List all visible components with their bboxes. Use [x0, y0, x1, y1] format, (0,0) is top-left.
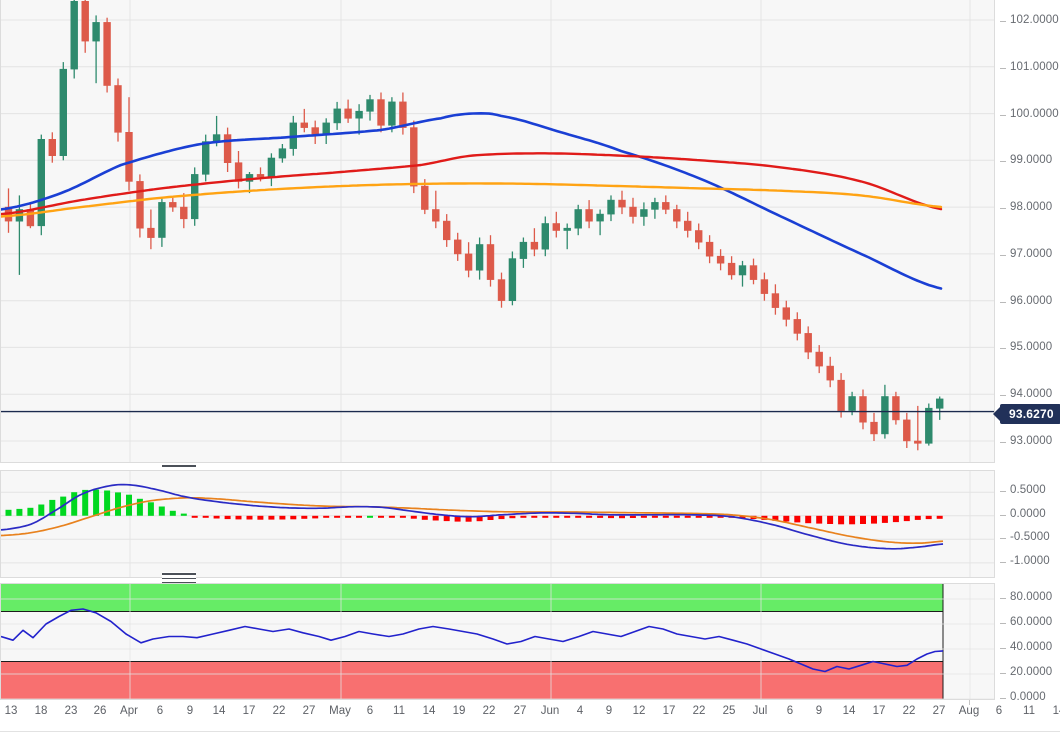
x-tick-label: May: [329, 705, 351, 717]
y-tick-label: -0.5000: [1010, 531, 1050, 544]
x-tick-label: 18: [34, 705, 48, 717]
y-tick-label: 98.0000: [1010, 201, 1053, 214]
x-tick-label: 22: [482, 705, 496, 717]
y-tick-label: 0.0000: [1010, 507, 1046, 520]
y-tick-mark: [1000, 561, 1006, 563]
macd-panel[interactable]: [0, 470, 995, 578]
rsi-plot: [1, 584, 994, 699]
x-tick-label: Apr: [120, 705, 138, 717]
y-tick-label: 93.0000: [1010, 434, 1053, 447]
y-tick-mark: [1000, 514, 1006, 516]
x-tick-label: 13: [4, 705, 18, 717]
rsi-panel[interactable]: [0, 583, 995, 700]
macd-axis-gutter: [995, 470, 1060, 578]
y-tick-mark: [1000, 538, 1006, 540]
x-tick-label: Aug: [958, 705, 980, 717]
x-tick-label: 27: [513, 705, 527, 717]
x-tick-label: 19: [452, 705, 466, 717]
x-tick-label: 17: [872, 705, 886, 717]
price-axis-gutter: [995, 0, 1060, 462]
x-tick-label: 9: [815, 705, 823, 717]
y-tick-label: 80.0000: [1010, 591, 1053, 603]
y-tick-label: 0.0000: [1010, 691, 1046, 703]
y-tick-mark: [1000, 623, 1006, 624]
x-tick-label: 22: [902, 705, 916, 717]
y-tick-mark: [1000, 395, 1006, 397]
x-tick-label: 23: [64, 705, 78, 717]
x-tick-label: 17: [242, 705, 256, 717]
x-tick-label: 4: [576, 705, 584, 717]
x-tick-label: 14: [422, 705, 436, 717]
y-tick-mark: [1000, 598, 1006, 599]
y-tick-mark: [1000, 348, 1006, 350]
x-tick-label: 22: [692, 705, 706, 717]
y-tick-label: 60.0000: [1010, 616, 1053, 628]
y-tick-label: 99.0000: [1010, 154, 1053, 167]
y-tick-label: 100.0000: [1010, 107, 1059, 120]
y-tick-mark: [1000, 114, 1006, 116]
x-tick-label: 27: [302, 705, 316, 717]
x-tick-label: 26: [93, 705, 107, 717]
x-tick-label: 25: [722, 705, 736, 717]
y-tick-label: 0.5000: [1010, 484, 1046, 497]
x-tick-label: 6: [156, 705, 164, 717]
grip-line: [162, 465, 196, 467]
x-tick-label: 17: [662, 705, 676, 717]
y-tick-mark: [1000, 442, 1006, 443]
rsi-axis-gutter: [995, 583, 1060, 700]
y-tick-label: 102.0000: [1010, 14, 1059, 27]
x-tick-label: 14: [212, 705, 226, 717]
x-tick-label: 12: [632, 705, 646, 717]
x-axis-baseline: [0, 731, 1060, 732]
x-tick-label: 9: [186, 705, 194, 717]
y-tick-mark: [1000, 161, 1006, 163]
y-tick-mark: [1000, 67, 1006, 69]
y-tick-label: 97.0000: [1010, 247, 1053, 260]
y-tick-mark: [1000, 208, 1006, 210]
x-tick-label: 22: [272, 705, 286, 717]
x-tick-label: 9: [605, 705, 613, 717]
x-tick-label: 14: [1052, 705, 1060, 717]
y-tick-mark: [1000, 491, 1006, 493]
y-tick-mark: [1000, 648, 1006, 649]
x-tick-label: 6: [995, 705, 1003, 717]
grip-line: [162, 577, 196, 580]
grip-line: [162, 573, 196, 575]
y-tick-mark: [1000, 301, 1006, 303]
x-tick-mark: [969, 700, 970, 705]
x-tick-label: Jul: [752, 705, 768, 717]
y-tick-label: 20.0000: [1010, 666, 1053, 678]
y-tick-label: 95.0000: [1010, 341, 1053, 354]
x-tick-label: Jun: [540, 705, 560, 717]
y-tick-mark: [1000, 698, 1006, 699]
x-tick-label: 6: [366, 705, 374, 717]
y-tick-label: 40.0000: [1010, 641, 1053, 653]
y-tick-label: 96.0000: [1010, 294, 1053, 307]
y-tick-label: 94.0000: [1010, 388, 1053, 401]
y-tick-mark: [1000, 21, 1006, 22]
y-tick-label: 101.0000: [1010, 60, 1059, 73]
x-tick-label: 6: [786, 705, 794, 717]
current-price-badge: 93.6270: [1000, 403, 1060, 424]
x-tick-label: 11: [393, 705, 405, 717]
y-tick-mark: [1000, 254, 1006, 256]
macd-plot: [1, 471, 994, 577]
y-tick-mark: [1000, 673, 1006, 674]
y-tick-label: -1.0000: [1010, 554, 1050, 567]
x-tick-label: 11: [1023, 705, 1035, 717]
price-plot: [1, 0, 994, 462]
x-tick-label: 27: [932, 705, 946, 717]
price-panel[interactable]: [0, 0, 995, 463]
x-tick-label: 14: [842, 705, 856, 717]
